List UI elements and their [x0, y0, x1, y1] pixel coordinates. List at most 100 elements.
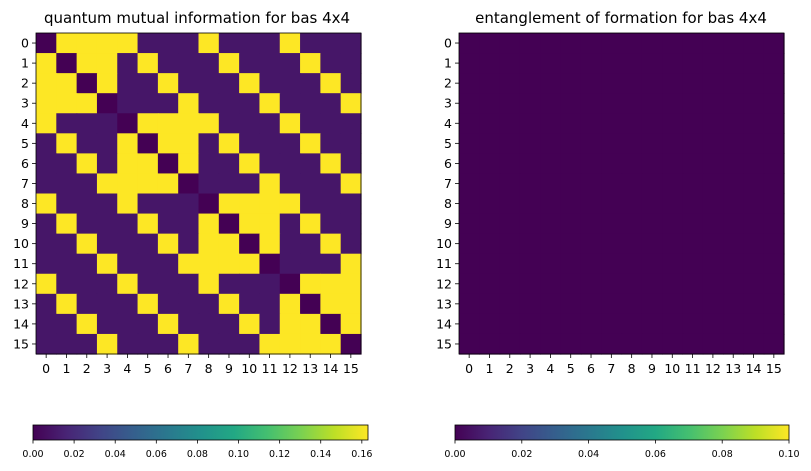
- heatmap-cell: [279, 213, 301, 235]
- heatmap-cell: [279, 233, 301, 255]
- heatmap-cell: [641, 313, 663, 335]
- y-tick-label: 0: [21, 36, 29, 51]
- heatmap-cell: [519, 173, 541, 195]
- heatmap-cell: [621, 233, 643, 255]
- heatmap-cell: [300, 73, 321, 94]
- heatmap-cell: [259, 333, 281, 355]
- x-tick-label: 15: [766, 361, 782, 376]
- heatmap-cell: [117, 273, 139, 295]
- heatmap-cell: [743, 93, 765, 114]
- heatmap-cell: [560, 293, 582, 315]
- heatmap-cell: [279, 33, 301, 54]
- heatmap-cell: [601, 233, 623, 255]
- heatmap-cell: [198, 73, 220, 94]
- heatmap-cell: [300, 93, 321, 114]
- heatmap-cell: [157, 53, 179, 74]
- heatmap-cell: [519, 293, 541, 315]
- heatmap-cell: [218, 333, 240, 355]
- heatmap-cell: [662, 153, 684, 175]
- heatmap-cell: [580, 113, 602, 134]
- heatmap-cell: [56, 253, 78, 275]
- heatmap-cell: [763, 333, 785, 355]
- heatmap-cell: [459, 173, 480, 195]
- heatmap-cell: [621, 93, 643, 114]
- heatmap-cell: [702, 213, 724, 235]
- heatmap-cell: [320, 313, 342, 335]
- heatmap-cell: [763, 253, 785, 275]
- y-tick-label: 2: [21, 76, 29, 91]
- y-tick-label: 9: [21, 216, 29, 231]
- heatmap-cell: [743, 113, 765, 134]
- y-tick-label: 14: [13, 316, 29, 331]
- heatmap-cell: [300, 193, 321, 215]
- x-ticks-right: 0 1 2 3 4 5 6 7 8 9 10 11 12 13 14 15: [465, 354, 782, 376]
- heatmap-cell: [96, 113, 118, 134]
- heatmap-cell: [763, 213, 785, 235]
- heatmap-cell: [178, 273, 200, 295]
- heatmap-cell: [320, 93, 342, 114]
- heatmap-cell: [259, 153, 281, 175]
- heatmap-cell: [198, 153, 220, 175]
- heatmap-cell: [763, 93, 785, 114]
- heatmap-cell: [218, 253, 240, 275]
- y-tick-label: 10: [436, 236, 452, 251]
- heatmap-cell: [743, 333, 765, 355]
- heatmap-cell: [218, 193, 240, 215]
- heatmap-cell: [117, 33, 139, 54]
- heatmap-cell: [300, 113, 321, 134]
- heatmap-cell: [76, 313, 98, 335]
- heatmap-cell: [36, 253, 57, 275]
- heatmap-cell: [279, 333, 301, 355]
- heatmap-cell: [157, 293, 179, 315]
- heatmap-cell: [560, 153, 582, 175]
- heatmap-cell: [601, 193, 623, 215]
- heatmap-cell: [621, 293, 643, 315]
- y-tick-label: 3: [444, 96, 452, 111]
- heatmap-cell: [178, 213, 200, 235]
- x-tick-label: 6: [587, 361, 595, 376]
- x-tick-label: 4: [546, 361, 554, 376]
- colorbar-tick-label: 0.00: [444, 449, 465, 460]
- heatmap-cell: [300, 173, 321, 195]
- heatmap-cell: [459, 213, 480, 235]
- heatmap-cell: [178, 233, 200, 255]
- heatmap-cell: [36, 113, 57, 134]
- x-tick-label: 9: [648, 361, 656, 376]
- heatmap-cell: [743, 153, 765, 175]
- heatmap-cell: [641, 153, 663, 175]
- heatmap-cell: [499, 113, 521, 134]
- heatmap-cell: [601, 273, 623, 295]
- heatmap-cell: [259, 193, 281, 215]
- heatmap-cell: [519, 273, 541, 295]
- heatmap-cell: [137, 313, 159, 335]
- heatmap-cell: [682, 233, 704, 255]
- heatmap-cell: [56, 313, 78, 335]
- heatmap-cell: [459, 293, 480, 315]
- heatmap-cell: [723, 253, 744, 275]
- heatmap-cell: [279, 273, 301, 295]
- heatmap-cell: [300, 53, 321, 74]
- heatmap-cell: [621, 333, 643, 355]
- heatmap-cell: [117, 293, 139, 315]
- y-tick-label: 7: [21, 176, 29, 191]
- heatmap-cell: [621, 153, 643, 175]
- heatmap-cell: [540, 153, 562, 175]
- y-tick-label: 1: [21, 56, 29, 71]
- heatmap-cell: [239, 93, 261, 114]
- y-tick-label: 6: [444, 156, 452, 171]
- heatmap-cell: [499, 133, 521, 154]
- heatmap-cell: [560, 73, 582, 94]
- heatmap-cell: [96, 333, 118, 355]
- heatmap-cell: [279, 73, 301, 94]
- heatmap-cell: [601, 133, 623, 154]
- heatmap-cell: [259, 233, 281, 255]
- heatmap-cell: [763, 233, 785, 255]
- heatmap-cell: [519, 133, 541, 154]
- heatmap-cell: [540, 233, 562, 255]
- heatmap-cell: [682, 313, 704, 335]
- heatmap-cell: [56, 173, 78, 195]
- heatmap-cell: [198, 193, 220, 215]
- heatmap-cell: [178, 133, 200, 154]
- heatmap-cell: [519, 233, 541, 255]
- heatmap-cell: [702, 333, 724, 355]
